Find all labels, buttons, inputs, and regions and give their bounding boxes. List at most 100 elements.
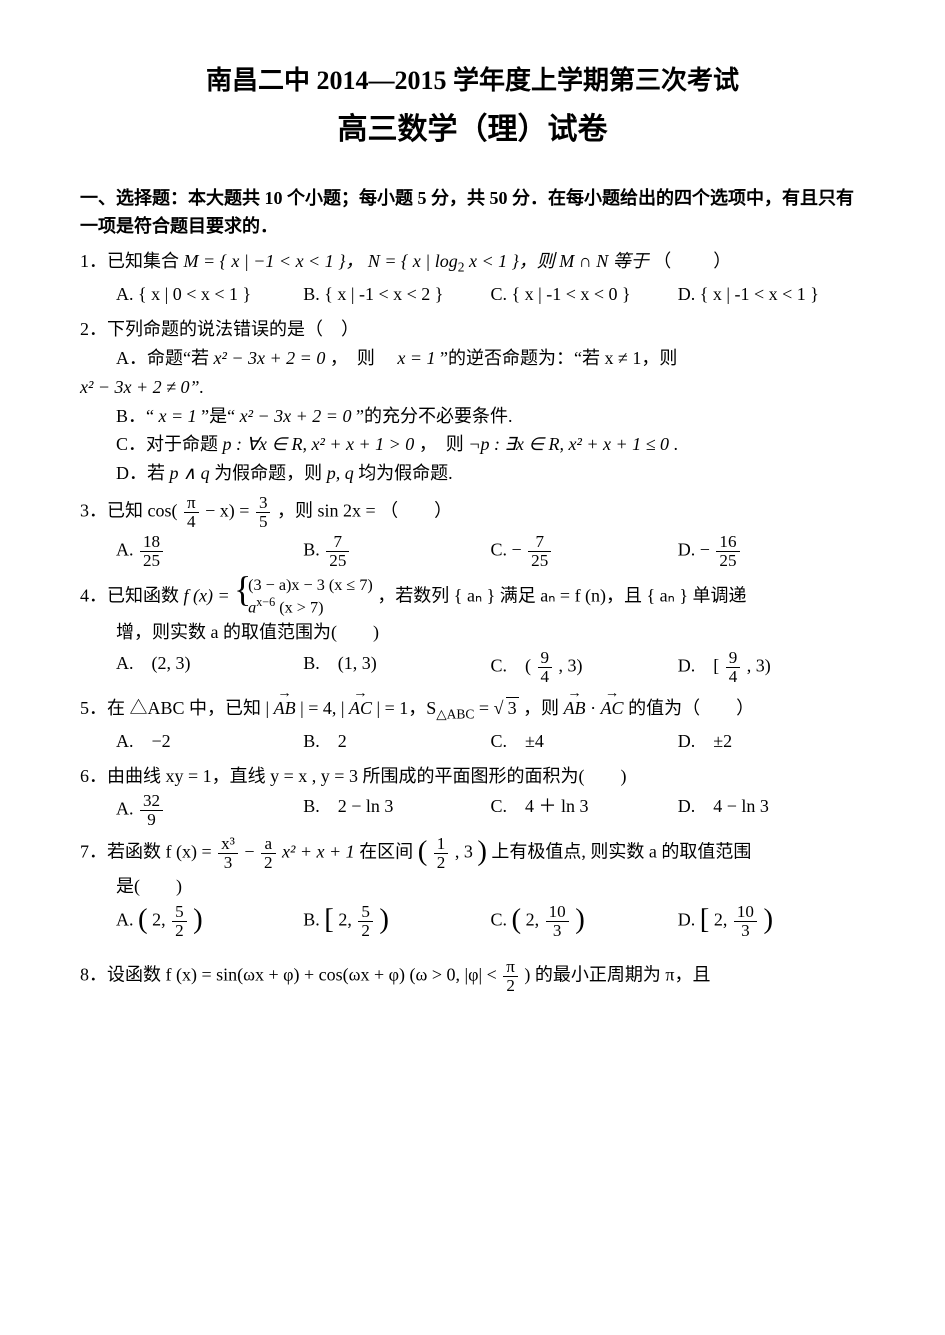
q4-option-c[interactable]: C. ( 94 , 3) [491, 649, 678, 686]
q5-option-d[interactable]: D. ±2 [678, 727, 865, 756]
q5-mid1: | = 4, | [300, 698, 349, 718]
q5-option-a[interactable]: A. −2 [116, 727, 303, 756]
question-2: 2．下列命题的说法错误的是（ ） [80, 315, 865, 344]
q7-option-b[interactable]: B. [ 2, 52 ) [303, 903, 490, 940]
q4-row1: (3 − a)x − 3 (x ≤ 7) [248, 576, 373, 595]
q4-line2: 增，则实数 a 的取值范围为( ) [80, 618, 865, 647]
q3-mid: − x) = [205, 501, 254, 521]
q7d-l: D. [678, 910, 696, 930]
q7c-l: C. [491, 910, 508, 930]
q8-den: 2 [503, 977, 518, 995]
section-header: 一、选择题：本大题共 10 个小题；每小题 5 分，共 50 分．在每小题给出的… [80, 184, 865, 242]
q7b-l: B. [303, 910, 320, 930]
q6a-frac: 329 [140, 792, 163, 829]
q3c-frac: 725 [528, 533, 551, 570]
q5-option-b[interactable]: B. 2 [303, 727, 490, 756]
q7-t2: a2 [261, 835, 276, 872]
q5-vec-ac: AC [349, 692, 372, 723]
q8-tail: ) 的最小正周期为 π，且 [524, 964, 710, 984]
q7-option-c[interactable]: C. ( 2, 103 ) [491, 903, 678, 940]
q1-option-d[interactable]: D. { x | -1 < x < 1 } [678, 280, 865, 309]
q2a-line2: x² − 3x + 2 ≠ 0”. [80, 377, 204, 397]
q4-row2: ax−6 (x > 7) [248, 595, 373, 618]
q7-paren-l: ( [418, 837, 428, 866]
q6-option-d[interactable]: D. 4 − ln 3 [678, 792, 865, 829]
q6-option-b[interactable]: B. 2 − ln 3 [303, 792, 490, 829]
q7-option-d[interactable]: D. [ 2, 103 ) [678, 903, 865, 940]
q7c-v1: 2, [526, 910, 540, 930]
q4-mid: ，若数列 { aₙ } 满足 aₙ = f (n)，且 { aₙ } 单调递 [377, 585, 746, 605]
q2c-neg: ¬p : ∃x ∈ R, x² + x + 1 ≤ 0 [468, 434, 669, 454]
q2-option-d[interactable]: D．若 p ∧ q 为假命题，则 p, q 均为假命题. [80, 459, 865, 488]
q1-options: A. { x | 0 < x < 1 } B. { x | -1 < x < 2… [80, 280, 865, 309]
q3-option-d[interactable]: D. − 1625 [678, 533, 865, 570]
q2-option-a[interactable]: A．命题“若 x² − 3x + 2 = 0 ， 则 x = 1 ”的逆否命题为… [80, 344, 865, 373]
q7-paren-r: ) [477, 837, 487, 866]
q7-int-frac: 12 [434, 835, 449, 872]
q7d-den: 3 [734, 922, 757, 940]
q4c-label: C. ( [491, 655, 532, 675]
q5-option-c[interactable]: C. ±4 [491, 727, 678, 756]
q7-int-num: 1 [434, 835, 449, 854]
q2a-pre: A．命题“若 [116, 348, 214, 368]
q7-option-a[interactable]: A. ( 2, 52 ) [116, 903, 303, 940]
q6-option-a[interactable]: A. 329 [116, 792, 303, 829]
q6-option-c[interactable]: C. 4 ＋ ln 3 [491, 792, 678, 829]
q4-option-d[interactable]: D. [ 94 , 3) [678, 649, 865, 686]
q7d-frac: 103 [734, 903, 757, 940]
q2d-pq2: p, q [327, 463, 354, 483]
q7a-l: A. [116, 910, 134, 930]
q7-int-mid: , 3 [455, 842, 473, 862]
q3b-den: 25 [326, 552, 349, 570]
q2c-mid: ， 则 [419, 434, 464, 454]
q1-paren: （ ） [653, 251, 733, 271]
q5-mid4: ，则 [523, 698, 564, 718]
q2b-post: ”的充分不必要条件. [356, 406, 513, 426]
q2-option-b[interactable]: B．“ x = 1 ”是“ x² − 3x + 2 = 0 ”的充分不必要条件. [80, 402, 865, 431]
q5-sub: △ABC [436, 706, 474, 721]
q3-prefix: 3．已知 cos( [80, 501, 178, 521]
q3c-den: 25 [528, 552, 551, 570]
q2d-post: 均为假命题. [358, 463, 453, 483]
q4d-frac: 94 [726, 649, 741, 686]
q3-option-b[interactable]: B. 725 [303, 533, 490, 570]
q2-option-c[interactable]: C．对于命题 p : ∀x ∈ R, x² + x + 1 > 0 ， 则 ¬p… [80, 430, 865, 459]
q4-option-a[interactable]: A. (2, 3) [116, 649, 303, 686]
q7-tail: 上有极值点, 则实数 a 的取值范围 [491, 842, 751, 862]
q2b-mid: ”是“ [201, 406, 235, 426]
q2b-pre: B．“ [116, 406, 154, 426]
q5-vec-ac2: AC [601, 692, 624, 723]
q3d-den: 25 [716, 552, 739, 570]
q7a-v1: 2, [152, 910, 166, 930]
q7-options: A. ( 2, 52 ) B. [ 2, 52 ) C. ( 2, 103 ) … [80, 903, 865, 940]
q4-prefix: 4．已知函数 [80, 585, 184, 605]
q7c-frac: 103 [546, 903, 569, 940]
q2a-eq1: x² − 3x + 2 = 0 [214, 348, 326, 368]
q2c-p: p : ∀x ∈ R, x² + x + 1 > 0 [223, 434, 415, 454]
q3-option-a[interactable]: A. 1825 [116, 533, 303, 570]
q1-set-m: M = { x | −1 < x < 1 }， [184, 251, 364, 271]
q7d-open: [ [700, 905, 710, 934]
q3b-label: B. [303, 539, 320, 559]
q3a-label: A. [116, 539, 134, 559]
q5-sqrt-val: 3 [506, 697, 519, 718]
q4-f-label: f (x) = [184, 585, 235, 605]
q6a-num: 32 [140, 792, 163, 811]
q2-option-a-line2: x² − 3x + 2 ≠ 0”. [80, 373, 865, 402]
q7-t1-den: 3 [218, 854, 238, 872]
q5-options: A. −2 B. 2 C. ±4 D. ±2 [80, 727, 865, 756]
q5-vec-ab2: AB [564, 692, 586, 723]
exam-title-line2: 高三数学（理）试卷 [80, 106, 865, 154]
question-6: 6．由曲线 xy = 1，直线 y = x , y = 3 所围成的平面图形的面… [80, 762, 865, 791]
q4-option-b[interactable]: B. (1, 3) [303, 649, 490, 686]
q7c-den: 3 [546, 922, 569, 940]
q3-option-c[interactable]: C. − 725 [491, 533, 678, 570]
q4-row2-a: a [248, 599, 256, 617]
q4c-den: 4 [538, 668, 553, 686]
q1-option-a[interactable]: A. { x | 0 < x < 1 } [116, 280, 303, 309]
q4-row2-sup: x−6 [256, 595, 275, 609]
q1-stem-prefix: 1．已知集合 [80, 251, 179, 271]
q1-option-b[interactable]: B. { x | -1 < x < 2 } [303, 280, 490, 309]
q4d-den: 4 [726, 668, 741, 686]
q1-option-c[interactable]: C. { x | -1 < x < 0 } [491, 280, 678, 309]
